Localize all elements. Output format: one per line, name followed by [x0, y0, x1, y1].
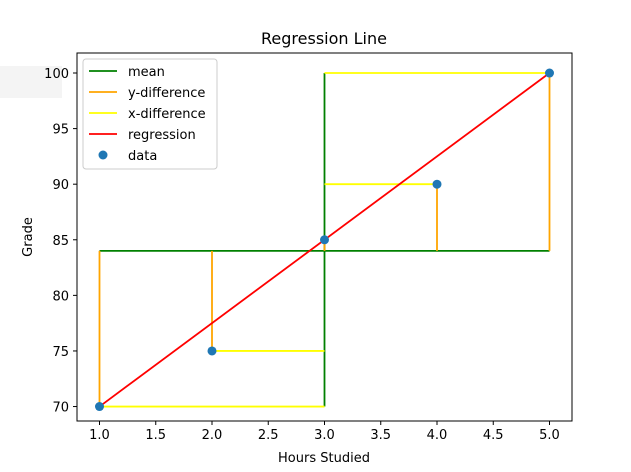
x-axis-label: Hours Studied — [278, 451, 370, 466]
legend-y-difference-label: y-difference — [128, 86, 205, 101]
legend-data-marker — [98, 150, 108, 160]
background-overlay — [0, 66, 62, 98]
legend-regression-label: regression — [128, 128, 196, 143]
legend-x-difference-label: x-difference — [128, 107, 206, 122]
x-tick-label-8: 5.0 — [539, 428, 560, 443]
x-tick-label-3: 2.5 — [258, 428, 279, 443]
legend-mean-label: mean — [128, 65, 165, 80]
x-tick-label-4: 3.0 — [314, 428, 335, 443]
y-axis-label: Grade — [21, 217, 36, 257]
x-tick-label-2: 2.0 — [202, 428, 223, 443]
data-point-2 — [320, 235, 329, 245]
x-tick-label-1: 1.5 — [145, 428, 166, 443]
data-point-4 — [545, 68, 554, 78]
legend: mean y-difference x-difference regressio… — [82, 58, 218, 170]
plot-area — [95, 68, 554, 412]
legend-box — [82, 58, 218, 170]
x-tick-label-5: 3.5 — [370, 428, 391, 443]
data-point-1 — [207, 346, 217, 356]
x-tick-label-7: 4.5 — [483, 428, 504, 443]
y-tick-label-1: 75 — [52, 345, 69, 360]
x-tick-label-6: 4.0 — [427, 428, 448, 443]
x-tick-label-0: 1.0 — [89, 428, 110, 443]
chart-title: Regression Line — [261, 29, 387, 48]
y-tick-label-6: 100 — [44, 67, 69, 82]
legend-data-label: data — [128, 149, 157, 164]
y-tick-label-4: 90 — [52, 178, 69, 193]
x-axis: 1.0 1.5 2.0 2.5 3.0 3.5 4.0 4.5 5.0 — [89, 421, 560, 443]
y-tick-label-3: 85 — [52, 234, 69, 249]
data-point-0 — [95, 402, 104, 412]
y-axis: 70 75 80 85 90 95 100 — [44, 67, 77, 416]
y-tick-label-5: 95 — [52, 123, 69, 138]
y-tick-label-2: 80 — [52, 289, 69, 304]
data-point-3 — [432, 179, 442, 189]
y-tick-label-0: 70 — [52, 401, 69, 416]
